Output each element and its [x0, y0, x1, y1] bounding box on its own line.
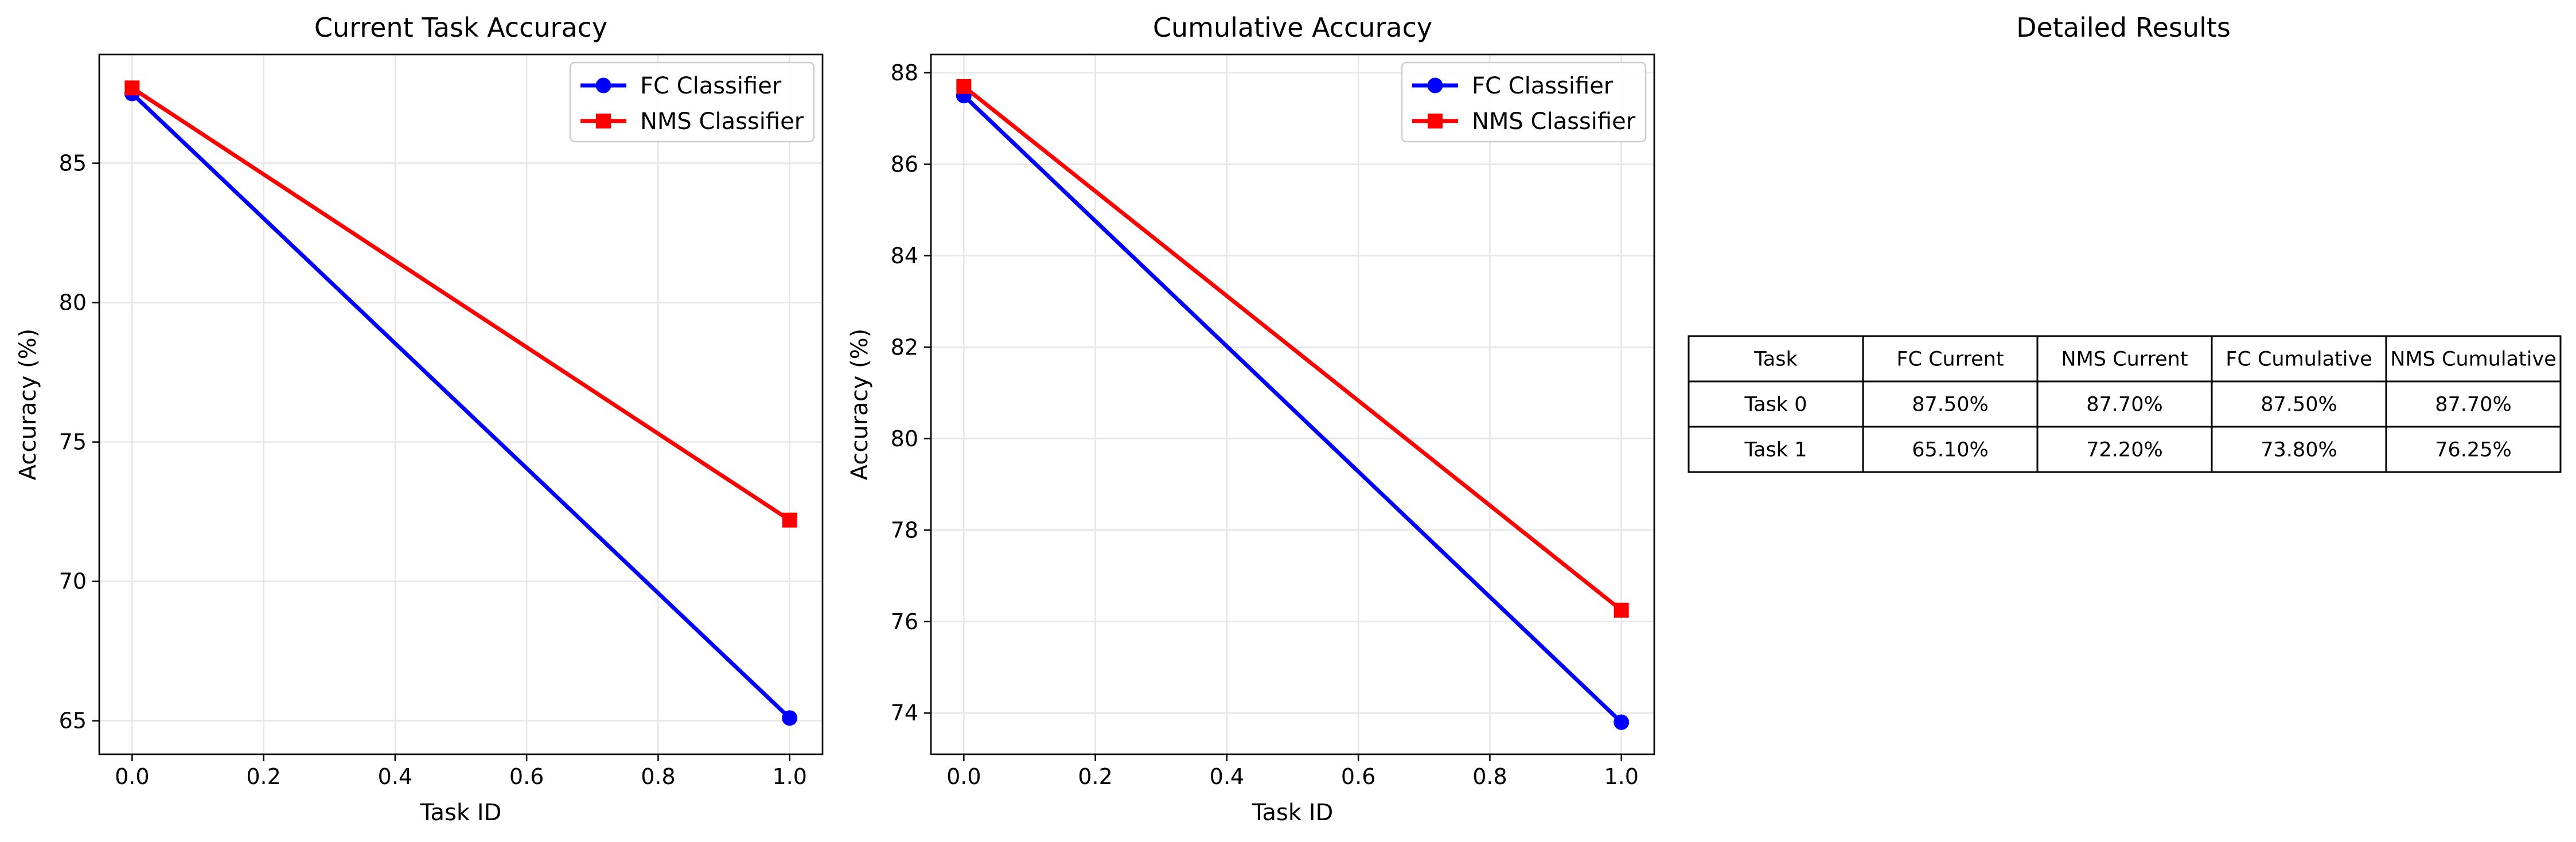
y-axis-label: Accuracy (%): [15, 329, 41, 481]
y-tick-label: 74: [891, 700, 918, 726]
x-tick-label: 0.6: [509, 764, 544, 789]
y-tick-label: 86: [891, 151, 918, 177]
table-header-cell: FC Cumulative: [2226, 348, 2372, 371]
y-tick-label: 84: [891, 243, 918, 268]
data-point: [124, 80, 140, 96]
legend-marker: [595, 77, 611, 93]
y-tick-label: 85: [59, 151, 87, 176]
x-tick-label: 0.0: [946, 764, 981, 789]
x-tick-label: 0.6: [1341, 764, 1375, 789]
plot-frame: [98, 53, 824, 755]
table-header-cell: Task: [1753, 348, 1798, 371]
table-cell: [2385, 380, 2562, 428]
legend-label: FC Classifier: [1472, 73, 1614, 99]
y-tick-label: 82: [891, 334, 918, 360]
table-header-cell: NMS Current: [2061, 348, 2188, 371]
data-point: [782, 710, 798, 726]
table-cell: [2211, 426, 2387, 473]
y-axis-label: Accuracy (%): [847, 329, 873, 481]
series-line-fc-classifier: [130, 92, 792, 720]
table-header-cell: FC Current: [1896, 348, 2004, 371]
chart-panel-1: 0.0 0.2 0.4 0.6 0.8 1.0 65 70 75 80 85 Current Task…: [15, 12, 824, 826]
table-cell: [1688, 426, 1864, 473]
x-tick-label: 0.4: [1210, 764, 1244, 789]
plot-frame: [930, 53, 1655, 755]
legend-marker: [1427, 77, 1443, 93]
x-tick-label: 0.2: [1078, 764, 1112, 789]
table-data-cell: Task 0: [1744, 393, 1807, 416]
y-tick-label: 80: [59, 290, 87, 315]
y-tick-label: 78: [891, 517, 918, 543]
table-data-cell: 87.50%: [1912, 393, 1988, 416]
data-point: [782, 512, 797, 528]
table-data-cell: Task 1: [1744, 439, 1807, 462]
legend-label: NMS Classifier: [1472, 108, 1636, 135]
data-point: [1614, 602, 1629, 618]
chart-title: Current Task Accuracy: [314, 12, 607, 43]
results-table: Detailed Results Task FC Current NMS Curren…: [1688, 12, 2562, 473]
legend: FC Classifier NMS Classifier: [1401, 61, 1647, 143]
legend-box: [569, 61, 815, 143]
legend-label: FC Classifier: [640, 73, 782, 99]
table-data-cell: 87.70%: [2086, 393, 2162, 416]
y-tick-label: 88: [891, 60, 918, 85]
y-tick-label: 76: [891, 609, 918, 634]
table-cell: [2036, 426, 2213, 473]
x-tick-label: 1.0: [1604, 764, 1638, 789]
data-point: [956, 79, 972, 94]
table-data-cell: 87.70%: [2435, 393, 2511, 416]
y-tick-label: 80: [891, 426, 918, 451]
table-data-cell: 65.10%: [1912, 439, 1988, 462]
series-line-fc-classifier: [962, 94, 1623, 724]
table-data-cell: 87.50%: [2261, 393, 2337, 416]
series-line-nms-classifier: [962, 85, 1623, 612]
y-tick-label: 70: [59, 569, 87, 594]
x-tick-label: 0.4: [378, 764, 412, 789]
x-tick-label: 0.8: [1472, 764, 1507, 789]
table-cell: [2211, 335, 2387, 383]
x-tick-label: 1.0: [772, 764, 806, 789]
legend-marker: [596, 114, 611, 128]
table-data-cell: 73.80%: [2261, 439, 2337, 462]
x-tick-label: 0.2: [246, 764, 280, 789]
legend-label: NMS Classifier: [640, 108, 804, 135]
table-header-cell: NMS Cumulative: [2390, 348, 2556, 371]
legend-marker: [1428, 114, 1443, 128]
chart-panel-2: 0.0 0.2 0.4 0.6 0.8 1.0 74 76 78 80 82 84 86 88 Cumula…: [847, 12, 1655, 826]
data-point: [1614, 714, 1630, 730]
table-cell: [1862, 426, 2039, 473]
y-tick-label: 75: [59, 430, 87, 455]
table-cell: [2036, 335, 2213, 383]
y-tick-label: 65: [59, 708, 87, 734]
table-data-cell: 76.25%: [2435, 439, 2511, 462]
legend: FC Classifier NMS Classifier: [569, 61, 815, 143]
table-cell: [2385, 426, 2562, 473]
x-tick-label: 0.0: [115, 764, 149, 789]
chart-title: Cumulative Accuracy: [1153, 12, 1432, 43]
x-axis-label: Task ID: [1252, 800, 1334, 826]
x-axis-label: Task ID: [420, 800, 502, 826]
table-data-cell: 72.20%: [2086, 439, 2162, 462]
table-cell: [2211, 380, 2387, 428]
table-title: Detailed Results: [2016, 12, 2231, 43]
legend-box: [1401, 61, 1647, 143]
x-tick-label: 0.8: [641, 764, 675, 789]
series-line-nms-classifier: [131, 86, 791, 522]
